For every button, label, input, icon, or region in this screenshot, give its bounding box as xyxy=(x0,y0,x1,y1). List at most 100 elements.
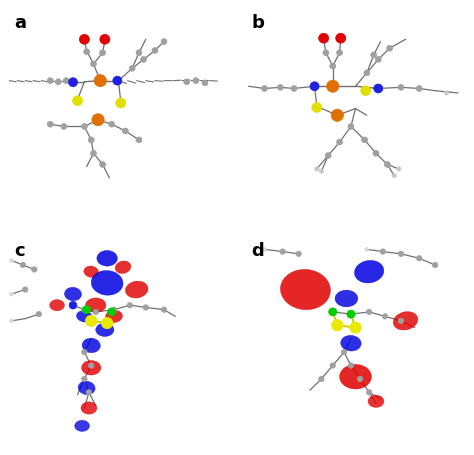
Circle shape xyxy=(82,124,87,130)
Circle shape xyxy=(116,99,126,109)
Ellipse shape xyxy=(84,267,99,278)
Circle shape xyxy=(100,35,110,45)
Circle shape xyxy=(380,249,385,255)
Circle shape xyxy=(327,81,339,93)
Circle shape xyxy=(93,309,99,315)
Circle shape xyxy=(417,256,422,261)
Circle shape xyxy=(91,151,96,157)
Circle shape xyxy=(347,310,355,318)
Circle shape xyxy=(47,122,53,128)
Circle shape xyxy=(332,320,343,331)
Circle shape xyxy=(108,308,116,316)
Ellipse shape xyxy=(355,261,384,283)
Circle shape xyxy=(319,34,328,44)
Circle shape xyxy=(32,267,37,273)
Circle shape xyxy=(296,252,301,257)
Circle shape xyxy=(109,122,115,128)
Circle shape xyxy=(336,34,346,44)
Circle shape xyxy=(161,307,167,313)
Circle shape xyxy=(365,248,369,252)
Circle shape xyxy=(82,307,87,313)
Ellipse shape xyxy=(78,381,95,395)
Circle shape xyxy=(366,390,372,395)
Ellipse shape xyxy=(341,336,361,351)
Circle shape xyxy=(325,153,331,159)
Circle shape xyxy=(331,110,344,122)
Circle shape xyxy=(152,49,158,54)
Circle shape xyxy=(89,363,94,369)
Circle shape xyxy=(202,81,208,86)
Circle shape xyxy=(88,138,94,143)
Circle shape xyxy=(398,85,404,91)
Circle shape xyxy=(84,50,90,56)
Text: d: d xyxy=(251,241,264,259)
Circle shape xyxy=(85,316,97,327)
Ellipse shape xyxy=(368,395,384,408)
Ellipse shape xyxy=(64,288,82,301)
Circle shape xyxy=(398,318,404,324)
Ellipse shape xyxy=(76,311,92,322)
Circle shape xyxy=(86,390,91,395)
Ellipse shape xyxy=(339,364,372,389)
Text: a: a xyxy=(14,14,26,31)
Circle shape xyxy=(36,312,42,317)
Circle shape xyxy=(9,319,14,323)
Circle shape xyxy=(100,51,106,56)
Circle shape xyxy=(374,85,383,94)
Circle shape xyxy=(315,167,319,172)
Circle shape xyxy=(432,263,438,268)
Circle shape xyxy=(444,91,449,96)
Circle shape xyxy=(398,252,404,257)
Circle shape xyxy=(348,124,354,130)
Circle shape xyxy=(387,46,392,52)
Circle shape xyxy=(263,248,266,252)
Circle shape xyxy=(82,376,87,382)
Circle shape xyxy=(184,80,190,86)
Circle shape xyxy=(373,151,379,157)
Circle shape xyxy=(92,115,104,126)
Circle shape xyxy=(122,129,128,135)
Circle shape xyxy=(350,322,361,334)
Circle shape xyxy=(22,287,28,293)
Circle shape xyxy=(82,306,91,314)
Ellipse shape xyxy=(96,324,114,337)
Circle shape xyxy=(330,363,336,369)
Circle shape xyxy=(20,263,26,268)
Circle shape xyxy=(129,66,135,72)
Circle shape xyxy=(61,124,67,130)
Circle shape xyxy=(55,80,61,86)
Circle shape xyxy=(143,305,148,310)
Circle shape xyxy=(94,76,107,87)
Circle shape xyxy=(127,303,133,308)
Text: b: b xyxy=(251,14,264,31)
Circle shape xyxy=(330,309,336,315)
Circle shape xyxy=(79,35,90,45)
Ellipse shape xyxy=(85,298,106,313)
Circle shape xyxy=(68,79,78,87)
Circle shape xyxy=(328,308,337,316)
Ellipse shape xyxy=(97,251,118,267)
Circle shape xyxy=(73,96,82,106)
Circle shape xyxy=(291,86,297,92)
Circle shape xyxy=(111,307,117,313)
Ellipse shape xyxy=(82,361,101,375)
Circle shape xyxy=(101,318,113,329)
Circle shape xyxy=(100,162,106,168)
Ellipse shape xyxy=(393,312,418,330)
Ellipse shape xyxy=(115,261,131,274)
Circle shape xyxy=(193,79,199,84)
Ellipse shape xyxy=(91,271,123,296)
Circle shape xyxy=(375,57,381,63)
Ellipse shape xyxy=(126,282,148,298)
Circle shape xyxy=(47,79,53,84)
Circle shape xyxy=(323,51,329,56)
Circle shape xyxy=(136,51,142,56)
Circle shape xyxy=(141,57,146,63)
Circle shape xyxy=(371,53,377,59)
Circle shape xyxy=(330,64,336,70)
Ellipse shape xyxy=(50,300,64,311)
Circle shape xyxy=(312,103,322,113)
Circle shape xyxy=(136,138,142,143)
Circle shape xyxy=(392,174,396,178)
Circle shape xyxy=(337,51,343,56)
